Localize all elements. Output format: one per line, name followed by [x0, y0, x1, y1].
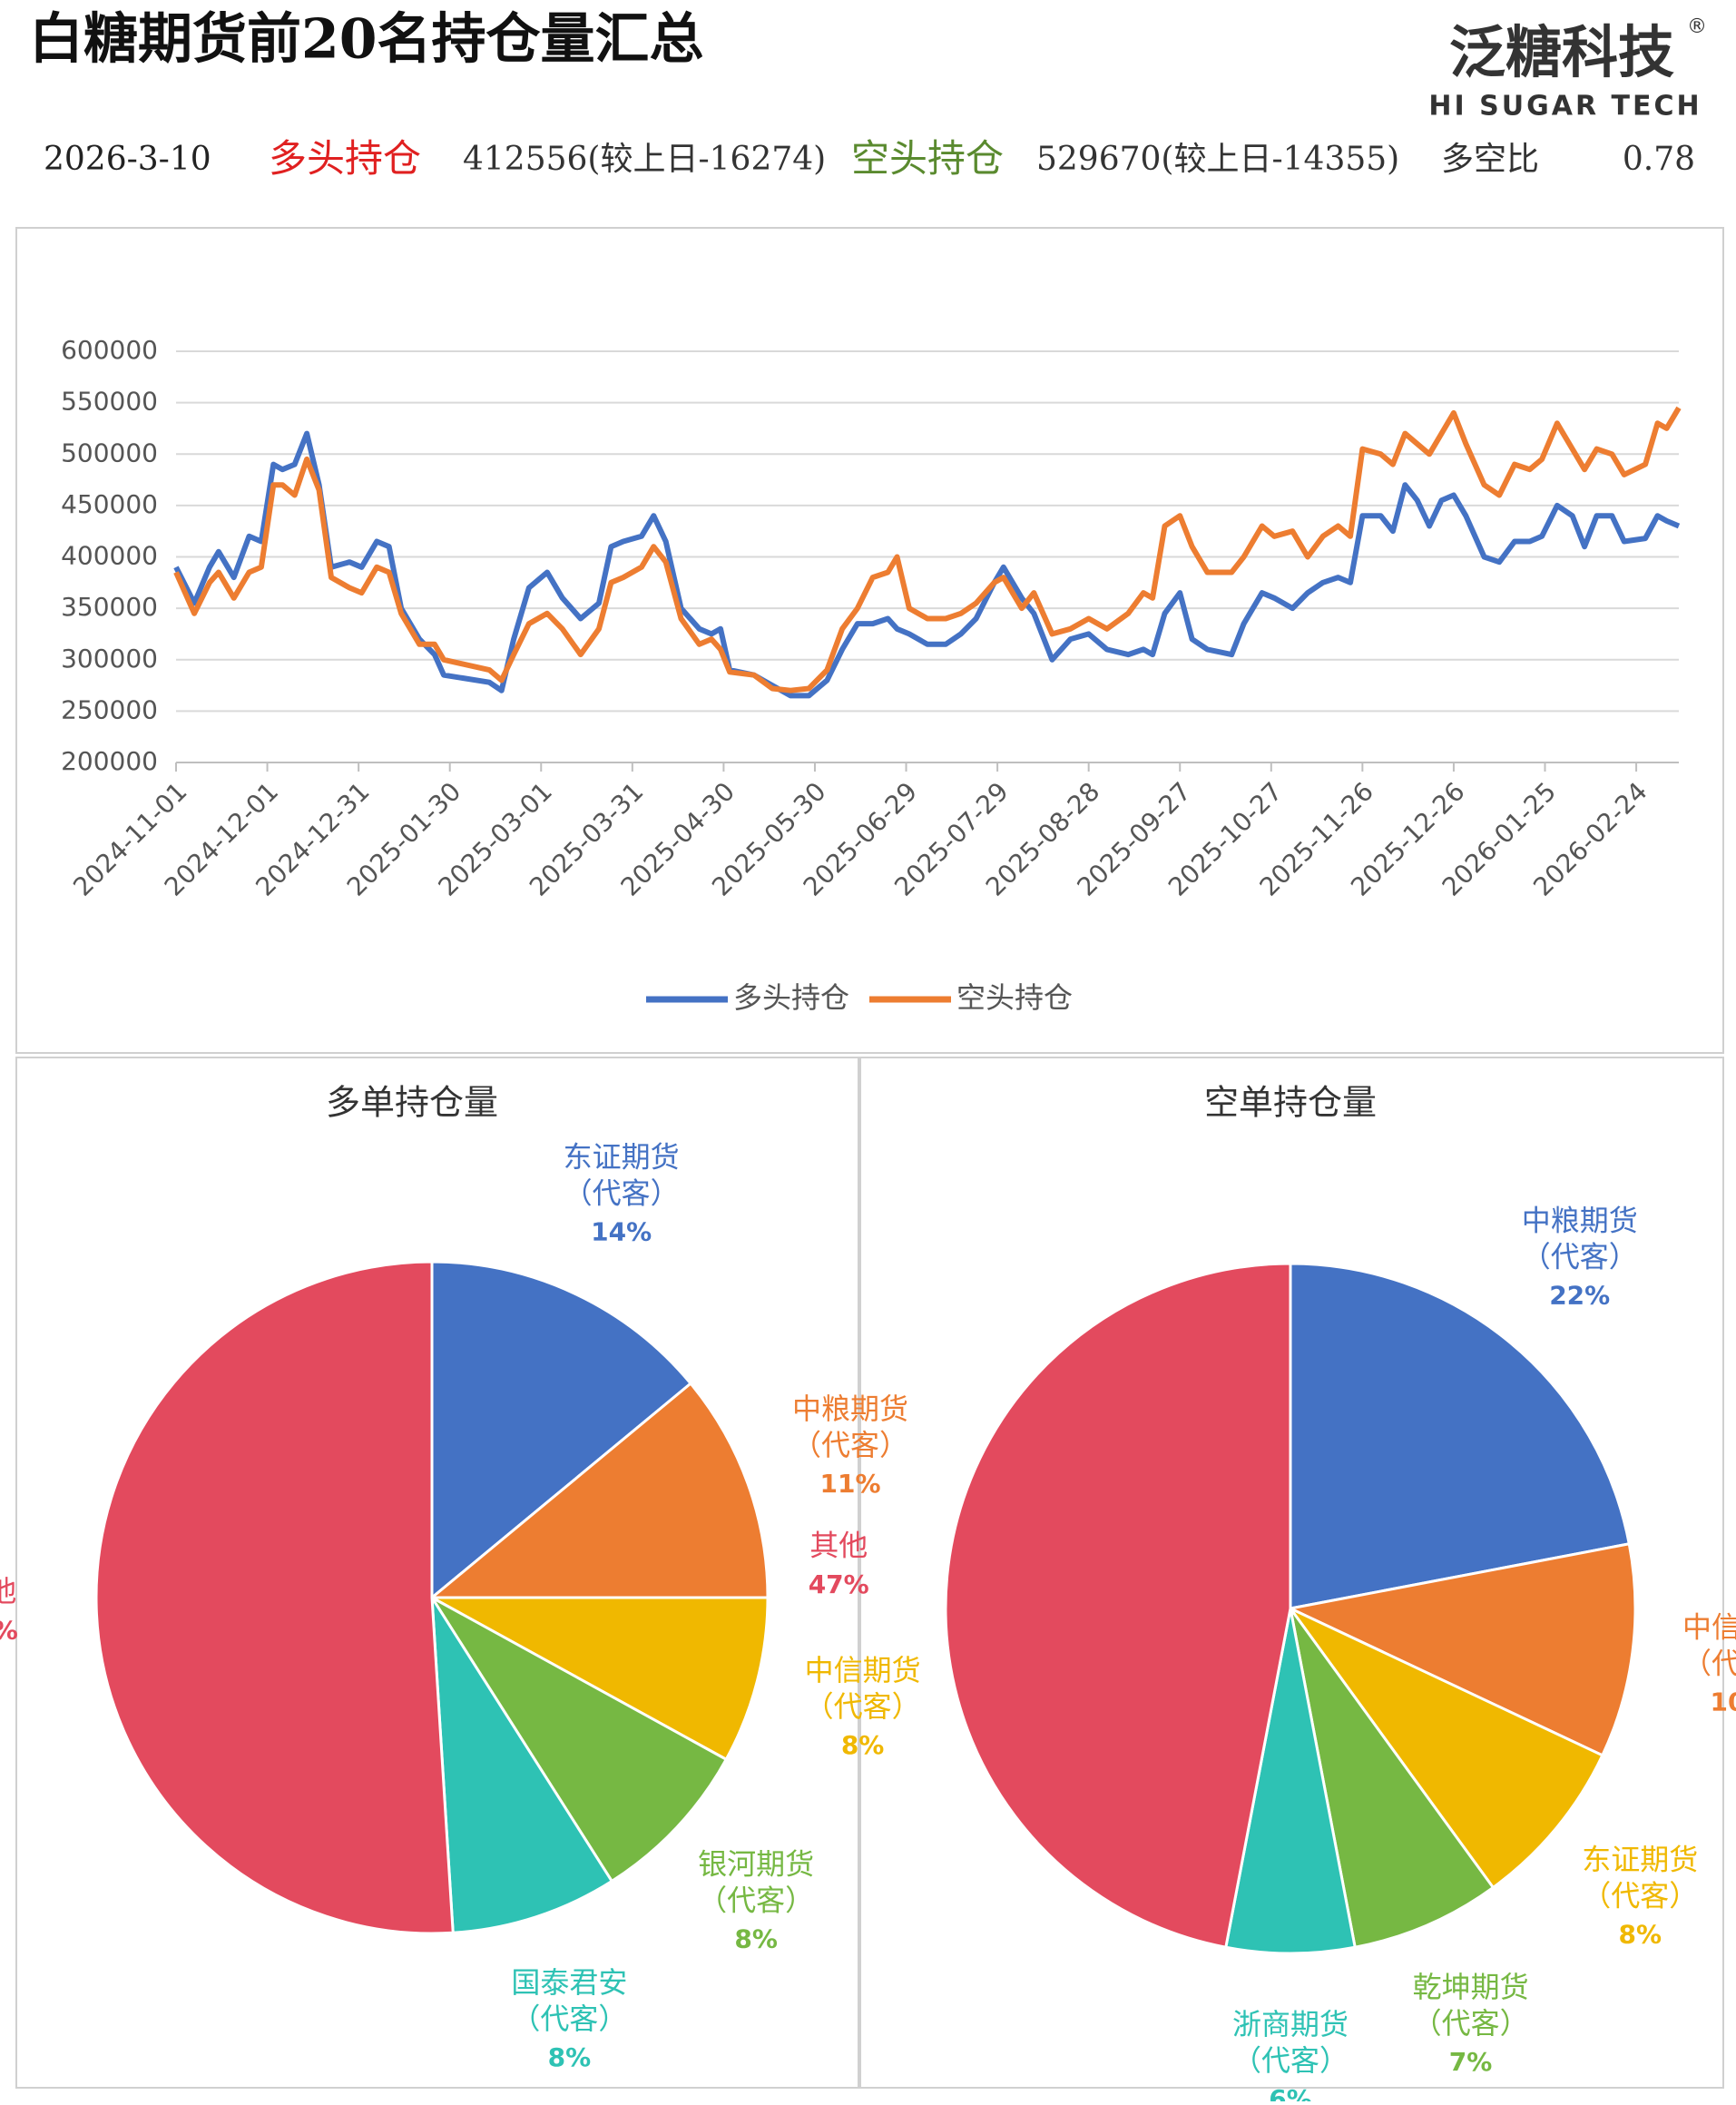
line-panel	[15, 227, 1724, 1054]
y-tick-label: 550000	[61, 387, 158, 417]
pie-slice	[1289, 1262, 1632, 1610]
date: 2026-3-10	[44, 141, 211, 178]
pie-slice	[1224, 1608, 1357, 1955]
slice-label: 国泰君安（代客）	[511, 1965, 627, 2036]
slice-value-label: 7%	[1449, 2047, 1493, 2077]
pie-slice	[427, 1382, 770, 1599]
slice-label: 其他	[809, 1528, 868, 1562]
legend-label: 多头持仓	[733, 980, 849, 1015]
slice-label: 中粮期货（代客）	[792, 1392, 908, 1462]
pie-title: 多单持仓量	[326, 1083, 498, 1123]
y-tick-label: 400000	[61, 541, 158, 571]
slice-label: 东证期货（代客）	[564, 1139, 680, 1210]
legend-label: 空头持仓	[956, 980, 1073, 1015]
slice-label: 中信期货（代客）	[805, 1652, 921, 1723]
pie-panel	[15, 1057, 859, 2089]
slice-label: 浙商期货（代客）	[1232, 2007, 1349, 2078]
slice-value-label: 22%	[1549, 1281, 1610, 1311]
slice-value-label: 8%	[1618, 1920, 1662, 1950]
pie-slice	[1289, 1607, 1604, 1890]
y-tick-label: 500000	[61, 438, 158, 467]
pie-slice	[1289, 1608, 1496, 1950]
y-tick-label: 600000	[61, 335, 158, 365]
pie-slice	[94, 1260, 455, 1935]
slice-value-label: 8%	[841, 1730, 885, 1760]
pie-slice	[430, 1597, 614, 1934]
slice-value-label: 14%	[591, 1217, 652, 1247]
pie-slice	[430, 1596, 729, 1884]
slice-value-label: 51%	[0, 1615, 18, 1645]
y-tick-label: 350000	[61, 592, 158, 622]
pie-slice	[430, 1260, 693, 1601]
pie-title: 空单持仓量	[1204, 1083, 1377, 1123]
short-label: 空头持仓	[851, 136, 1004, 181]
pie-slice	[944, 1262, 1292, 1950]
pie-slice	[431, 1596, 770, 1762]
page-title: 白糖期货前20名持仓量汇总	[29, 8, 704, 72]
slice-label: 中粮期货（代客）	[1522, 1203, 1638, 1274]
long-text: 412556(较上日-16274)	[463, 141, 826, 178]
ratio: 0.78	[1623, 141, 1695, 178]
y-tick-label: 300000	[61, 644, 158, 674]
slice-label: 东证期货（代客）	[1582, 1842, 1698, 1913]
slice-value-label: 47%	[809, 1569, 869, 1599]
pie-panel	[859, 1057, 1724, 2089]
slice-value-label: 8%	[734, 1923, 778, 1953]
slice-label: 乾坤期货（代客）	[1413, 1969, 1529, 2040]
slice-value-label: 6%	[1269, 2084, 1312, 2101]
logo-sub: HI SUGAR TECH	[1428, 91, 1702, 123]
slice-value-label: 10%	[1711, 1687, 1736, 1717]
slice-label: 银河期货（代客）	[698, 1846, 814, 1917]
y-tick-label: 200000	[61, 746, 158, 776]
long-label: 多头持仓	[269, 136, 421, 181]
logo: 泛糖科技	[1449, 19, 1674, 85]
series-line	[173, 406, 1682, 693]
slice-value-label: 11%	[820, 1469, 881, 1499]
slice-label: 其他	[0, 1574, 16, 1608]
slice-label: 中信期货（代客）	[1682, 1609, 1736, 1680]
logo-mark: ®	[1687, 15, 1707, 38]
short-text: 529670(较上日-14355)	[1036, 141, 1399, 178]
pie-slice	[1286, 1542, 1637, 1757]
slice-value-label: 8%	[548, 2042, 592, 2072]
y-tick-label: 450000	[61, 489, 158, 519]
ratio-label: 多空比	[1441, 141, 1539, 178]
y-tick-label: 250000	[61, 694, 158, 724]
